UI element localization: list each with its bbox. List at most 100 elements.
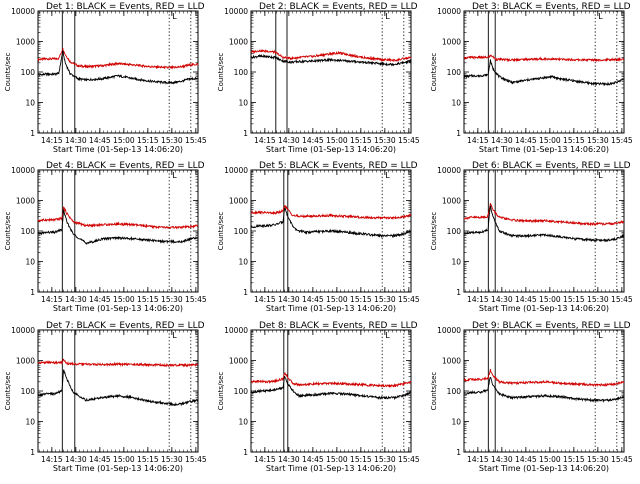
detector-panel-2: Det 2: BLACK = Events, RED = LLD 1 10 100 10… [217, 2, 420, 154]
lld-rate-line [37, 47, 199, 70]
x-tick-label: 15:15 [137, 455, 159, 464]
x-tick-label: 15:15 [137, 295, 159, 304]
lld-rate-line [250, 48, 412, 63]
x-tick-label: 15:15 [350, 455, 372, 464]
y-tick-label: 100 [21, 68, 36, 77]
y-axis-title: Counts/sec [4, 212, 12, 251]
y-tick-label: 100 [447, 68, 462, 77]
detector-panel-3: Det 3: BLACK = Events, RED = LLD 1 10 100 10… [430, 2, 633, 154]
x-tick-label: 14:15 [254, 136, 276, 145]
x-tick-label: 15:30 [374, 295, 396, 304]
x-tick-label: 14:45 [515, 455, 537, 464]
detector-panel-7: Det 7: BLACK = Events, RED = LLD 1 10 100 10… [4, 321, 207, 473]
x-tick-label: 15:30 [161, 136, 183, 145]
x-axis-title: Start Time (01-Sep-13 14:06:20) [479, 145, 609, 154]
x-axis-title: Start Time (01-Sep-13 14:06:20) [479, 464, 609, 473]
y-tick-label: 1 [456, 448, 461, 457]
y-tick-label: 10000 [224, 166, 248, 175]
x-tick-label: 14:45 [515, 136, 537, 145]
events-rate-line [37, 369, 199, 407]
y-tick-label: 10 [238, 99, 248, 108]
detector-panel-8: Det 8: BLACK = Events, RED = LLD 1 10 100 10… [217, 321, 420, 473]
x-tick-label: 14:15 [254, 455, 276, 464]
lld-rate-line [463, 368, 625, 388]
x-tick-label: 15:30 [587, 136, 609, 145]
events-rate-line [37, 209, 199, 246]
panel-title: Det 4: BLACK = Events, RED = LLD [46, 161, 205, 171]
lld-rate-line [250, 371, 412, 389]
x-tick-label: 15:45 [185, 136, 207, 145]
x-tick-label: 15:15 [563, 455, 585, 464]
y-tick-label: 1 [30, 129, 35, 138]
x-tick-label: 14:30 [278, 136, 300, 145]
x-tick-label: 14:15 [467, 136, 489, 145]
y-tick-label: 1000 [442, 357, 461, 366]
lld-rate-line [250, 204, 412, 221]
x-tick-label: 15:00 [326, 136, 348, 145]
lld-rate-line [463, 54, 625, 63]
interval-marker-label: L [172, 12, 177, 21]
x-tick-label: 15:45 [398, 455, 420, 464]
x-axis-title: Start Time (01-Sep-13 14:06:20) [266, 464, 396, 473]
events-rate-line [463, 59, 625, 87]
y-tick-label: 100 [234, 68, 249, 77]
y-tick-label: 10000 [437, 326, 461, 335]
x-tick-label: 15:15 [350, 295, 372, 304]
x-tick-label: 14:45 [89, 455, 111, 464]
y-tick-label: 1 [243, 448, 248, 457]
y-tick-label: 10000 [437, 166, 461, 175]
y-tick-label: 100 [21, 387, 36, 396]
y-tick-label: 10 [451, 258, 461, 267]
panel-title: Det 5: BLACK = Events, RED = LLD [259, 161, 418, 171]
x-tick-label: 15:00 [113, 136, 135, 145]
events-rate-line [463, 377, 625, 403]
interval-marker-label: L [598, 12, 603, 21]
x-axis-title: Start Time (01-Sep-13 14:06:20) [53, 145, 183, 154]
x-tick-label: 15:00 [539, 136, 561, 145]
events-rate-line [250, 53, 412, 67]
x-tick-label: 14:15 [467, 455, 489, 464]
x-tick-label: 14:15 [467, 295, 489, 304]
x-tick-label: 14:15 [41, 455, 63, 464]
y-tick-label: 10000 [11, 326, 35, 335]
panel-title: Det 1: BLACK = Events, RED = LLD [46, 2, 205, 12]
x-tick-label: 14:45 [515, 295, 537, 304]
interval-marker-label: L [172, 171, 177, 180]
x-tick-label: 14:30 [491, 455, 513, 464]
y-axis-title: Counts/sec [4, 372, 12, 411]
y-tick-label: 10000 [224, 7, 248, 16]
y-tick-label: 100 [447, 387, 462, 396]
y-tick-label: 10000 [224, 326, 248, 335]
y-tick-label: 10000 [11, 7, 35, 16]
y-tick-label: 10 [25, 258, 35, 267]
x-tick-label: 14:45 [89, 295, 111, 304]
y-tick-label: 1000 [16, 357, 35, 366]
y-tick-label: 1 [456, 129, 461, 138]
detector-panel-1: Det 1: BLACK = Events, RED = LLD 1 10 100 10… [4, 2, 207, 154]
x-tick-label: 15:00 [539, 295, 561, 304]
y-tick-label: 1 [243, 288, 248, 297]
x-tick-label: 15:45 [398, 136, 420, 145]
x-tick-label: 15:45 [185, 455, 207, 464]
y-tick-label: 10000 [437, 7, 461, 16]
detector-panel-9: Det 9: BLACK = Events, RED = LLD 1 10 100 10… [430, 321, 633, 473]
x-axis-title: Start Time (01-Sep-13 14:06:20) [479, 304, 609, 313]
y-axis-title: Counts/sec [430, 372, 438, 411]
interval-marker-label: L [385, 12, 390, 21]
plot-frame [250, 10, 412, 134]
detector-panel-4: Det 4: BLACK = Events, RED = LLD 1 10 100 10… [4, 161, 207, 313]
x-tick-label: 15:15 [563, 295, 585, 304]
x-tick-label: 15:45 [398, 295, 420, 304]
detector-panel-5: Det 5: BLACK = Events, RED = LLD 1 10 100 10… [217, 161, 420, 313]
y-tick-label: 1 [243, 129, 248, 138]
y-tick-label: 10 [238, 258, 248, 267]
x-tick-label: 15:45 [611, 136, 633, 145]
x-tick-label: 15:15 [563, 136, 585, 145]
interval-marker-label: L [172, 331, 177, 340]
y-axis-title: Counts/sec [430, 53, 438, 92]
x-tick-label: 15:45 [611, 455, 633, 464]
y-axis-title: Counts/sec [217, 372, 225, 411]
x-tick-label: 15:00 [113, 455, 135, 464]
panel-title: Det 3: BLACK = Events, RED = LLD [472, 2, 631, 12]
x-tick-label: 15:15 [350, 136, 372, 145]
